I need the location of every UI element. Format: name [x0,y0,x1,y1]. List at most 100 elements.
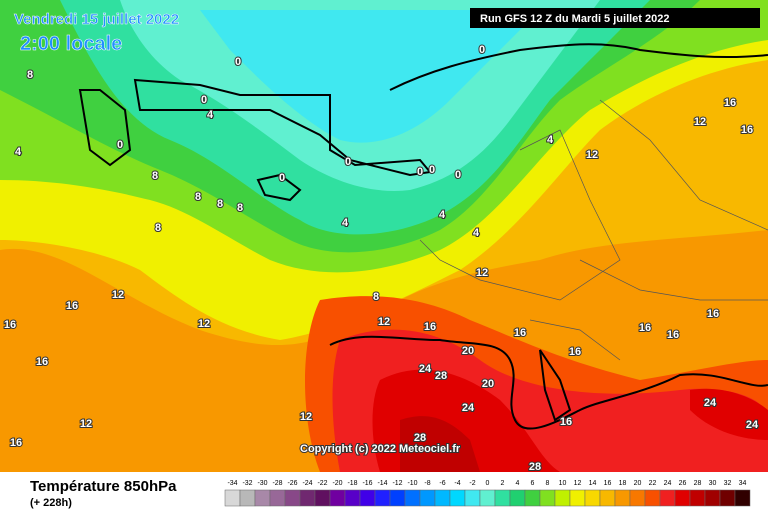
contour-label: 8 [217,198,223,210]
scale-swatch [479,489,496,507]
contour-label: 12 [378,316,390,328]
scale-swatch [419,489,436,507]
scale-label: 14 [589,480,597,487]
contour-label: 8 [195,191,201,203]
scale-label: 18 [619,480,627,487]
scale-label: 12 [574,480,582,487]
scale-label: -20 [332,480,342,487]
scale-swatch [374,489,391,507]
scale-label: 26 [679,480,687,487]
contour-label: 16 [741,124,753,136]
scale-label: 34 [739,480,747,487]
local-time: 2:00 locale [20,33,122,55]
scale-swatch [314,489,331,507]
scale-swatch [434,489,451,507]
contour-label: 4 [15,146,22,158]
scale-swatch [719,489,736,507]
scale-swatch [449,489,466,507]
coastlines [78,43,768,430]
scale-label: -26 [287,480,297,487]
contour-label: 16 [707,308,719,320]
scale-label: 32 [724,480,732,487]
contour-label: 24 [419,363,432,375]
contour-label: 16 [560,416,572,428]
scale-swatch [464,489,481,507]
scale-label: -12 [392,480,402,487]
scale-swatch [254,489,271,507]
scale-swatch [344,489,361,507]
contour-label: 4 [342,217,349,229]
scale-swatch [299,489,316,507]
scale-swatch [599,489,616,507]
scale-swatch [269,489,286,507]
contour-label: 16 [424,321,436,333]
contour-label: 0 [201,94,207,106]
scale-label: 0 [486,480,490,487]
contour-label: 12 [112,289,124,301]
scale-label: 4 [516,480,520,487]
contour-label: 16 [667,329,679,341]
copyright: Copyright (c) 2022 Meteociel.fr [300,443,461,455]
scale-label: -34 [227,480,237,487]
contour-label: 0 [455,169,461,181]
lead-time: (+ 228h) [30,497,72,509]
contour-label: 16 [4,319,16,331]
scale-swatch [569,489,586,507]
scale-label: 20 [634,480,642,487]
run-info: Run GFS 12 Z du Mardi 5 juillet 2022 [480,13,670,25]
scale-swatch [734,489,751,507]
contour-label: 4 [473,227,480,239]
contour-label: 12 [694,116,706,128]
contour-label: 4 [439,209,446,221]
scale-label: 22 [649,480,657,487]
scale-label: -18 [347,480,357,487]
scale-swatch [539,489,556,507]
contour-label: 8 [237,202,243,214]
scale-label: -30 [257,480,267,487]
contour-label: 16 [514,327,526,339]
contour-label: 28 [529,461,541,473]
scale-label: 28 [694,480,702,487]
scale-label: 16 [604,480,612,487]
scale-swatch [584,489,601,507]
scale-swatch [659,489,676,507]
contour-label: 24 [704,397,717,409]
scale-swatch [224,489,241,507]
contour-label: 16 [569,346,581,358]
scale-label: 6 [531,480,535,487]
contour-label: 12 [586,149,598,161]
scale-label: -24 [302,480,312,487]
contour-label: 4 [207,109,214,121]
scale-swatch [524,489,541,507]
scale-label: -4 [454,480,460,487]
scale-label: -14 [377,480,387,487]
scale-swatch [629,489,646,507]
scale-label: -28 [272,480,282,487]
contour-label: 16 [36,356,48,368]
contour-label: 24 [462,402,475,414]
scale-label: -10 [407,480,417,487]
contour-label: 12 [198,318,210,330]
scale-label: -16 [362,480,372,487]
scale-label: -8 [424,480,430,487]
scale-swatch [614,489,631,507]
field-title: Température 850hPa [30,478,177,495]
scale-label: -2 [469,480,475,487]
scale-swatch [554,489,571,507]
contour-label: 16 [639,322,651,334]
contour-label: 0 [417,166,423,178]
contour-label: 16 [66,300,78,312]
scale-swatch [494,489,511,507]
contour-label: 28 [435,370,447,382]
scale-label: 8 [546,480,550,487]
scale-swatch [359,489,376,507]
forecast-date: Vendredi 15 juillet 2022 [14,11,179,28]
scale-swatch [329,489,346,507]
contour-label: 12 [80,418,92,430]
contour-label: 0 [117,139,123,151]
run-box [470,8,760,28]
scale-swatch [509,489,526,507]
scale-label: -22 [317,480,327,487]
scale-label: 24 [664,480,672,487]
